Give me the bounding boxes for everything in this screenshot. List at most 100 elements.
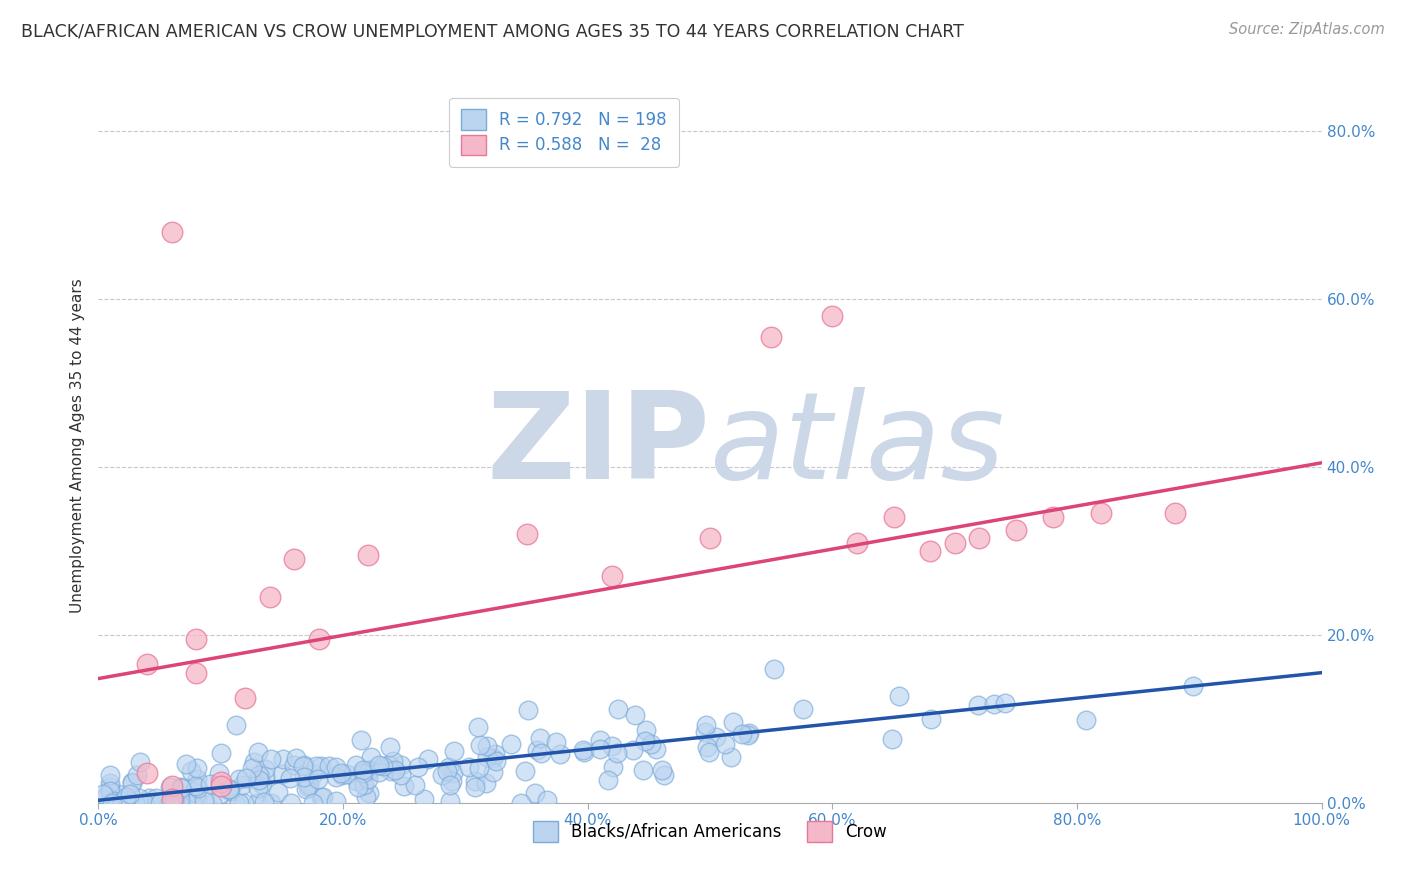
Point bbox=[118, 796, 141, 810]
Point bbox=[193, 793, 215, 807]
Point bbox=[186, 772, 208, 786]
Point bbox=[457, 760, 479, 774]
Point bbox=[259, 590, 281, 604]
Point bbox=[218, 784, 240, 798]
Point bbox=[439, 778, 461, 792]
Point bbox=[228, 772, 250, 786]
Point bbox=[380, 764, 402, 778]
Point bbox=[271, 767, 294, 781]
Point bbox=[356, 789, 378, 804]
Point bbox=[377, 757, 399, 772]
Point bbox=[994, 696, 1017, 710]
Point bbox=[536, 793, 558, 807]
Point bbox=[231, 778, 253, 792]
Point bbox=[138, 791, 160, 805]
Point bbox=[278, 772, 301, 786]
Point bbox=[160, 791, 183, 805]
Point bbox=[336, 766, 359, 780]
Point bbox=[128, 791, 150, 805]
Point bbox=[475, 776, 498, 790]
Point bbox=[1182, 680, 1205, 694]
Point bbox=[416, 752, 439, 766]
Point bbox=[943, 535, 966, 549]
Point bbox=[589, 732, 612, 747]
Point bbox=[186, 793, 208, 807]
Point bbox=[181, 796, 204, 810]
Point bbox=[967, 532, 990, 546]
Point bbox=[103, 794, 125, 808]
Point bbox=[298, 778, 321, 792]
Text: Source: ZipAtlas.com: Source: ZipAtlas.com bbox=[1229, 22, 1385, 37]
Point bbox=[159, 780, 181, 795]
Point bbox=[297, 780, 319, 794]
Point bbox=[242, 761, 264, 775]
Point bbox=[121, 775, 143, 789]
Point bbox=[389, 768, 412, 782]
Point bbox=[169, 780, 191, 795]
Point bbox=[516, 703, 538, 717]
Point bbox=[350, 733, 373, 747]
Point bbox=[526, 743, 548, 757]
Point bbox=[634, 734, 657, 748]
Point bbox=[1042, 510, 1064, 524]
Point bbox=[467, 721, 489, 735]
Point bbox=[468, 738, 491, 752]
Point bbox=[394, 779, 416, 793]
Point bbox=[378, 740, 401, 755]
Point bbox=[600, 739, 623, 754]
Point bbox=[731, 727, 754, 741]
Point bbox=[186, 632, 208, 646]
Point bbox=[1074, 713, 1097, 727]
Point bbox=[475, 750, 498, 764]
Point bbox=[792, 702, 814, 716]
Point bbox=[242, 755, 264, 769]
Point bbox=[359, 763, 381, 777]
Point bbox=[292, 770, 315, 784]
Point bbox=[529, 731, 551, 745]
Point bbox=[104, 795, 127, 809]
Point bbox=[294, 782, 316, 797]
Point bbox=[302, 796, 325, 810]
Point bbox=[308, 632, 330, 646]
Point bbox=[228, 796, 250, 810]
Point bbox=[880, 731, 903, 746]
Point bbox=[360, 749, 382, 764]
Point bbox=[200, 776, 222, 790]
Point bbox=[124, 796, 146, 810]
Point bbox=[187, 780, 209, 795]
Point bbox=[373, 759, 395, 773]
Point bbox=[600, 569, 623, 583]
Point bbox=[180, 764, 202, 779]
Point bbox=[209, 779, 232, 793]
Point bbox=[439, 759, 461, 773]
Point bbox=[1090, 506, 1112, 520]
Point bbox=[436, 764, 458, 778]
Point bbox=[651, 763, 673, 777]
Point bbox=[464, 780, 486, 794]
Point bbox=[737, 728, 759, 742]
Point bbox=[602, 760, 624, 774]
Point bbox=[260, 796, 283, 810]
Point bbox=[325, 794, 347, 808]
Point bbox=[330, 765, 353, 780]
Point bbox=[477, 739, 499, 754]
Point bbox=[247, 745, 270, 759]
Point bbox=[356, 548, 378, 562]
Point bbox=[250, 777, 273, 791]
Point bbox=[546, 735, 568, 749]
Point bbox=[120, 787, 142, 801]
Point bbox=[704, 730, 727, 744]
Point bbox=[181, 794, 204, 808]
Point bbox=[574, 745, 596, 759]
Point bbox=[325, 760, 347, 774]
Point bbox=[247, 768, 270, 782]
Point bbox=[412, 792, 434, 806]
Point bbox=[389, 758, 412, 772]
Point bbox=[699, 532, 721, 546]
Point bbox=[887, 689, 910, 703]
Point bbox=[652, 768, 675, 782]
Point bbox=[464, 774, 486, 789]
Point bbox=[510, 796, 533, 810]
Point bbox=[159, 796, 181, 810]
Point bbox=[406, 760, 429, 774]
